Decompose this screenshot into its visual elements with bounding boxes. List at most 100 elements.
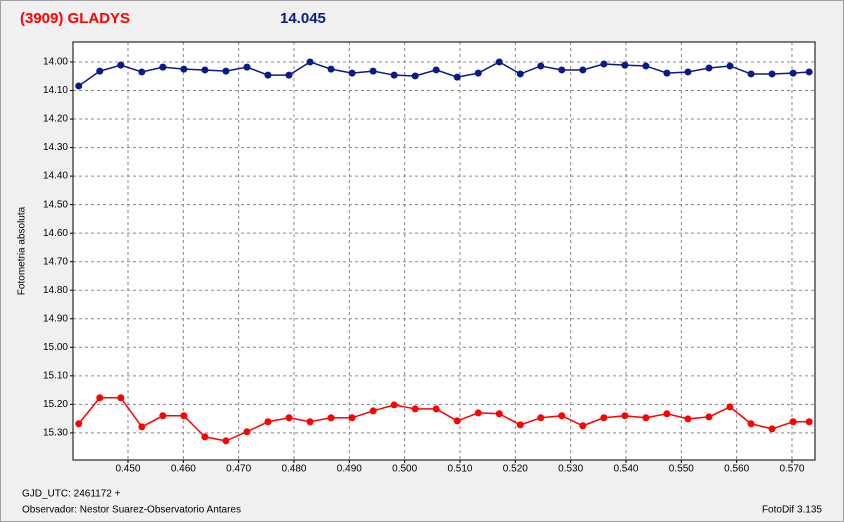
- data-point: [789, 418, 797, 426]
- data-point: [495, 410, 503, 418]
- data-point: [642, 62, 650, 70]
- x-tick-label: 0.510: [447, 464, 472, 475]
- data-point: [243, 428, 251, 436]
- data-point: [327, 65, 335, 73]
- data-point: [411, 405, 419, 413]
- y-tick-label: 14.10: [43, 85, 68, 96]
- data-point: [453, 73, 461, 81]
- y-tick-label: 15.30: [43, 428, 68, 439]
- data-point: [537, 62, 545, 70]
- data-point: [600, 414, 608, 422]
- data-point: [138, 68, 146, 76]
- data-point: [201, 66, 209, 74]
- data-point: [390, 71, 398, 79]
- data-point: [621, 61, 629, 69]
- x-tick-label: 0.570: [779, 464, 804, 475]
- data-point: [180, 412, 188, 420]
- data-point: [747, 70, 755, 78]
- data-point: [663, 69, 671, 77]
- data-point: [726, 403, 734, 411]
- chart-subtitle: 14.045: [280, 10, 326, 27]
- data-point: [558, 66, 566, 74]
- y-tick-label: 14.50: [43, 199, 68, 210]
- plot-border: [72, 41, 816, 461]
- x-tick-label: 0.470: [226, 464, 251, 475]
- data-point: [348, 69, 356, 77]
- data-point: [243, 63, 251, 71]
- plot-area: [73, 42, 815, 460]
- data-point: [306, 418, 314, 426]
- data-point: [327, 414, 335, 422]
- data-point: [516, 70, 524, 78]
- data-point: [600, 60, 608, 68]
- data-point: [684, 68, 692, 76]
- y-tick-label: 15.10: [43, 370, 68, 381]
- data-point: [663, 410, 671, 418]
- data-point: [579, 66, 587, 74]
- data-point: [705, 413, 713, 421]
- footer-right: FotoDif 3.135: [762, 505, 822, 516]
- data-point: [705, 64, 713, 72]
- x-tick-label: 0.520: [503, 464, 528, 475]
- data-point: [432, 405, 440, 413]
- x-tick-label: 0.540: [613, 464, 638, 475]
- data-point: [222, 67, 230, 75]
- x-tick-label: 0.560: [724, 464, 749, 475]
- y-tick-label: 14.90: [43, 313, 68, 324]
- series-line: [78, 397, 810, 442]
- data-point: [684, 415, 692, 423]
- data-point: [159, 412, 167, 420]
- data-point: [558, 412, 566, 420]
- data-point: [768, 70, 776, 78]
- data-point: [411, 72, 419, 80]
- data-point: [96, 67, 104, 75]
- data-point: [390, 401, 398, 409]
- y-tick-label: 14.70: [43, 256, 68, 267]
- y-tick-label: 14.20: [43, 114, 68, 125]
- data-point: [348, 414, 356, 422]
- x-tick-label: 0.490: [337, 464, 362, 475]
- data-point: [264, 418, 272, 426]
- chart-title: (3909) GLADYS: [20, 10, 130, 27]
- x-tick-label: 0.450: [115, 464, 140, 475]
- y-tick-label: 14.00: [43, 57, 68, 68]
- data-point: [516, 421, 524, 429]
- y-tick-label: 15.00: [43, 342, 68, 353]
- y-tick-label: 14.30: [43, 142, 68, 153]
- y-tick-label: 14.60: [43, 228, 68, 239]
- data-point: [117, 61, 125, 69]
- data-point: [747, 420, 755, 428]
- data-point: [264, 71, 272, 79]
- data-point: [75, 82, 83, 90]
- data-point: [117, 394, 125, 402]
- data-point: [96, 394, 104, 402]
- y-tick-label: 14.40: [43, 171, 68, 182]
- data-point: [642, 414, 650, 422]
- y-axis-label: Fotometria absoluta: [17, 206, 28, 295]
- data-point: [306, 58, 314, 66]
- data-point: [285, 71, 293, 79]
- data-point: [805, 418, 813, 426]
- data-point: [180, 65, 188, 73]
- data-point: [75, 420, 83, 428]
- data-point: [474, 409, 482, 417]
- data-point: [495, 58, 503, 66]
- x-axis-label: GJD_UTC: 2461172 +: [22, 489, 121, 500]
- data-point: [453, 417, 461, 425]
- x-tick-label: 0.500: [392, 464, 417, 475]
- series-line: [78, 61, 810, 87]
- x-tick-label: 0.460: [171, 464, 196, 475]
- footer-left: Observador: Nestor Suarez-Observatorio A…: [22, 505, 241, 516]
- data-point: [138, 423, 146, 431]
- data-point: [369, 407, 377, 415]
- data-point: [621, 412, 629, 420]
- x-tick-label: 0.480: [281, 464, 306, 475]
- data-point: [432, 66, 440, 74]
- data-point: [537, 414, 545, 422]
- data-point: [474, 69, 482, 77]
- data-point: [726, 62, 734, 70]
- data-point: [789, 69, 797, 77]
- data-point: [768, 425, 776, 433]
